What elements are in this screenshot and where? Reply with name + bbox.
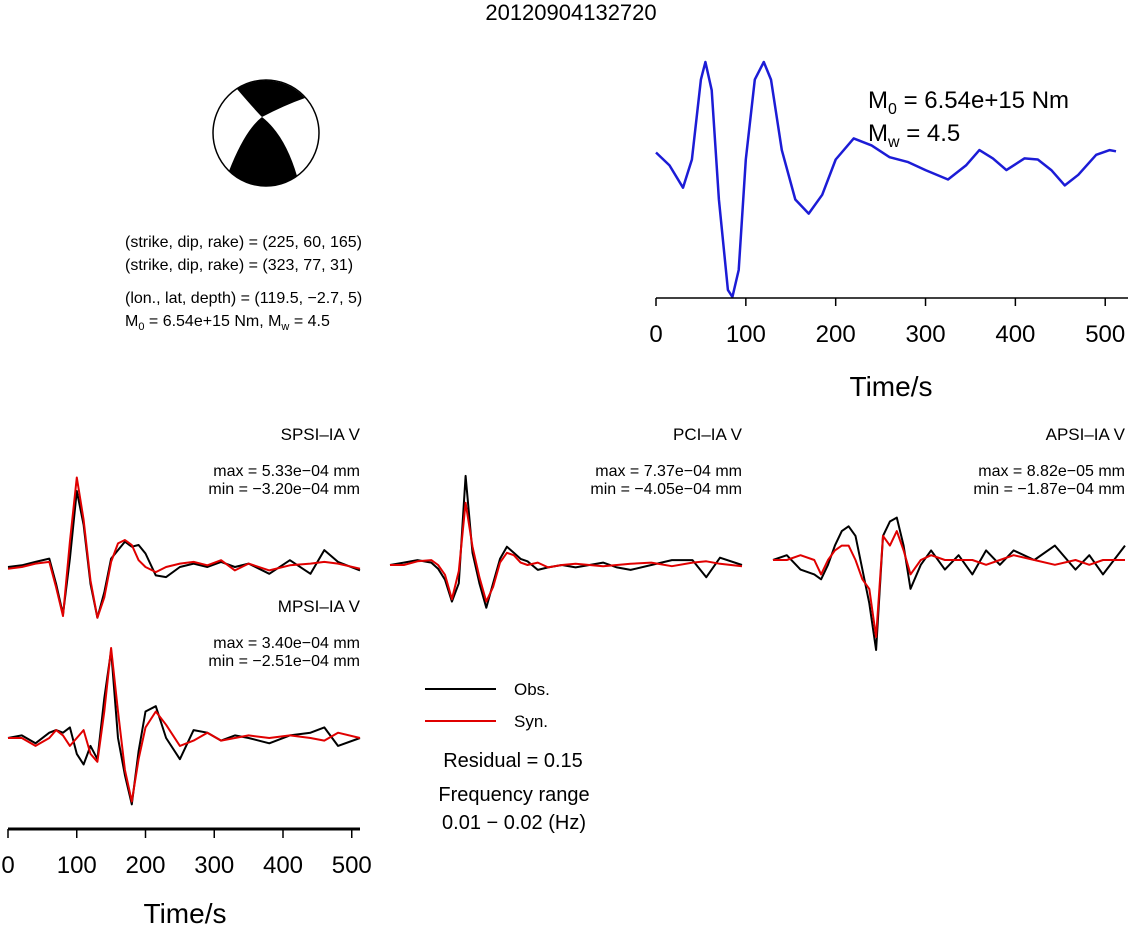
min-label: min = −1.87e−04 mm — [973, 481, 1125, 498]
max-label: max = 3.40e−04 mm — [213, 635, 360, 652]
source-info: (strike, dip, rake) = (225, 60, 165) (st… — [125, 234, 362, 333]
x-tick-label: 200 — [816, 321, 856, 348]
waveform-line — [389, 474, 743, 609]
station-label: PCI–IA V — [673, 425, 743, 444]
station-label: MPSI–IA V — [278, 597, 361, 616]
max-label: max = 8.82e−05 mm — [978, 463, 1125, 480]
moment-line: M0 = 6.54e+15 Nm, Mw = 4.5 — [125, 313, 330, 333]
text-part: M — [868, 87, 888, 114]
stf-annotation: M0 = 6.54e+15 Nm Mw = 4.5 — [868, 87, 1069, 151]
subscript: w — [887, 134, 900, 151]
figure-title: 20120904132720 — [485, 0, 656, 25]
station-label: APSI–IA V — [1046, 425, 1126, 444]
x-tick-label: 0 — [1, 852, 14, 879]
min-label: min = −4.05e−04 mm — [590, 481, 742, 498]
subscript: 0 — [888, 101, 897, 118]
fit-notes: Residual = 0.15 Frequency range 0.01 − 0… — [438, 750, 589, 834]
source-line: (lon., lat, depth) = (119.5, −2.7, 5) — [125, 290, 362, 307]
frequency-range: 0.01 − 0.02 (Hz) — [442, 812, 586, 834]
min-label: min = −2.51e−04 mm — [208, 653, 360, 670]
x-tick-label: 300 — [194, 852, 234, 879]
station-label: SPSI–IA V — [281, 425, 361, 444]
waveform-line — [773, 530, 1125, 638]
text-part: = 6.54e+15 Nm — [897, 87, 1069, 114]
x-tick-label: 300 — [906, 321, 946, 348]
legend-label: Syn. — [514, 712, 548, 731]
beachball-lobe — [237, 80, 305, 117]
legend-label: Obs. — [514, 680, 550, 699]
x-tick-label: 0 — [649, 321, 662, 348]
beachball-lobe — [229, 117, 297, 187]
max-label: max = 5.33e−04 mm — [213, 463, 360, 480]
max-label: max = 7.37e−04 mm — [595, 463, 742, 480]
stf-line — [655, 60, 1117, 299]
text-part: M — [125, 313, 138, 330]
magnitude-annotation: Mw = 4.5 — [868, 120, 960, 151]
waveform-line — [8, 647, 361, 803]
min-label: min = −3.20e−04 mm — [208, 481, 360, 498]
x-tick-label: 500 — [1085, 321, 1125, 348]
residual: Residual = 0.15 — [443, 750, 583, 772]
text-part: M — [868, 120, 888, 147]
x-tick-label: 500 — [332, 852, 372, 879]
x-tick-label: 100 — [57, 852, 97, 879]
x-tick-label: 400 — [263, 852, 303, 879]
x-tick-label: 200 — [125, 852, 165, 879]
waveform-line — [390, 501, 743, 603]
subscript: w — [280, 321, 289, 333]
text-part: = 6.54e+15 Nm, M — [144, 313, 281, 330]
x-axis-title: Time/s — [144, 898, 227, 928]
subscript: 0 — [138, 321, 144, 333]
source-line: (strike, dip, rake) = (323, 77, 31) — [125, 257, 353, 274]
x-tick-label: 400 — [995, 321, 1035, 348]
waveform-line — [7, 476, 361, 619]
text-part: = 4.5 — [900, 120, 961, 147]
frequency-label: Frequency range — [438, 784, 589, 806]
moment-annotation: M0 = 6.54e+15 Nm — [868, 87, 1069, 118]
x-axis-title: Time/s — [850, 371, 933, 402]
source-line: (strike, dip, rake) = (225, 60, 165) — [125, 234, 362, 251]
text-part: = 4.5 — [289, 313, 330, 330]
x-tick-label: 100 — [726, 321, 766, 348]
beachball — [212, 79, 320, 187]
